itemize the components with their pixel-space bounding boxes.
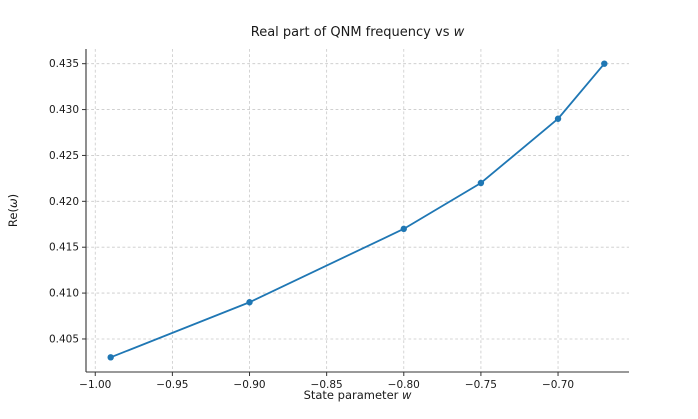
data-point <box>601 60 608 67</box>
x-tick-label: −0.85 <box>311 379 343 391</box>
x-axis-label: State parameter w <box>304 388 412 402</box>
grid <box>86 49 629 372</box>
y-tick-label: 0.415 <box>49 242 79 254</box>
x-tick-label: −0.80 <box>388 379 420 391</box>
y-tick-label: 0.410 <box>49 288 79 300</box>
chart-title: Real part of QNM frequency vs w <box>251 25 465 40</box>
data-point <box>400 225 407 233</box>
y-tick-label: 0.435 <box>49 58 79 70</box>
x-tick-label: −1.00 <box>79 379 111 391</box>
tick-marks <box>82 63 559 376</box>
data-line <box>109 62 606 359</box>
data-point <box>554 115 562 122</box>
x-tick-label: −0.75 <box>465 379 497 391</box>
y-tick-label: 0.420 <box>49 196 79 208</box>
x-tick-label: −0.95 <box>156 379 188 391</box>
data-point <box>246 299 253 306</box>
y-tick-label: 0.405 <box>49 333 79 345</box>
x-tick-label: −0.90 <box>233 379 265 391</box>
axes-spines <box>85 49 629 373</box>
x-tick-label: −0.70 <box>542 379 574 391</box>
y-tick-label: 0.430 <box>49 104 79 116</box>
y-axis-label: Re(ω) <box>6 194 20 227</box>
y-tick-label: 0.425 <box>49 150 79 162</box>
data-point <box>107 354 114 361</box>
data-point <box>477 179 485 187</box>
